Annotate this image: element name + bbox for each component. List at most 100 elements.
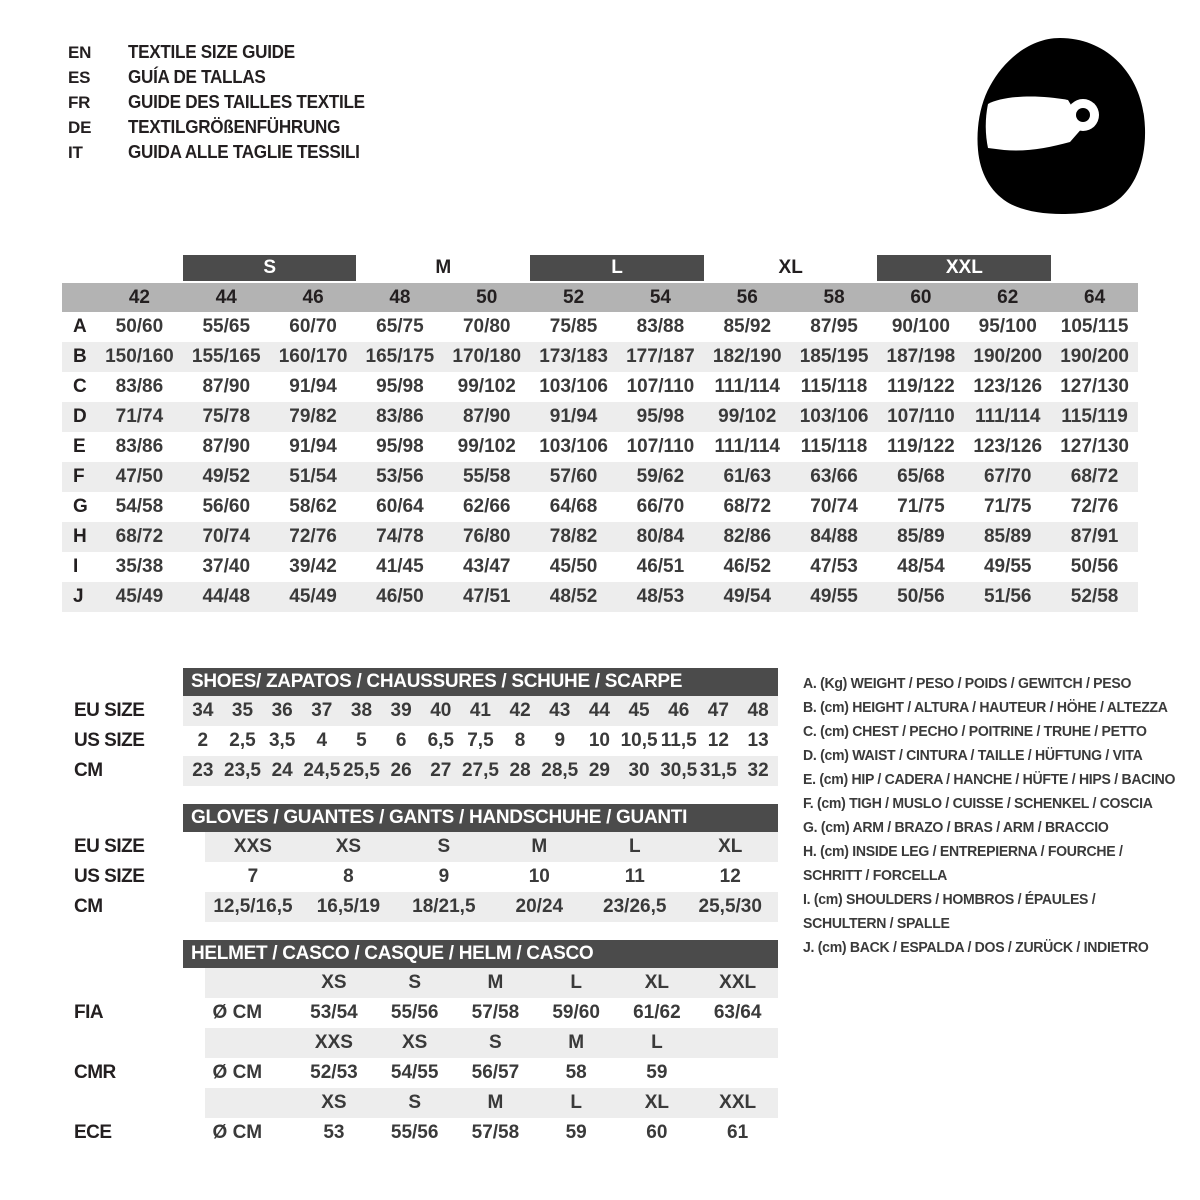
helmet-cell: XXL: [697, 1088, 778, 1118]
measurement-cell: 48/54: [877, 552, 965, 582]
legend-line: H. (cm) INSIDE LEG / ENTREPIERNA / FOURC…: [803, 844, 1123, 860]
helmet-cell: 63/64: [713, 1002, 762, 1023]
helmet-cell: XS: [374, 1028, 456, 1058]
measurement-cell: 46/51: [616, 552, 704, 582]
legend-line: SCHULTERN / SPALLE: [803, 916, 950, 932]
measurement-cell: 127/130: [1051, 432, 1138, 462]
helmet-cell: S: [374, 1088, 456, 1118]
measurement-cell: 85/89: [877, 522, 965, 552]
shoes-cell: 41: [460, 696, 501, 726]
shoes-row: US SIZE 2 2,5 3,5 4 5 6 6,5 7,5 8 9 10 10,5 11,5 12 13: [68, 726, 778, 756]
gloves-cell: XXS: [205, 832, 301, 862]
measurement-cell: 45/49: [269, 582, 357, 612]
measurement-cell: 85/89: [964, 522, 1052, 552]
gloves-row-label: CM: [68, 892, 206, 922]
helmet-cell: Ø CM: [212, 1062, 263, 1083]
numeric-size-header: 50: [443, 283, 531, 312]
helmet-cell: 53: [323, 1122, 345, 1143]
measurement-cell: 160/170: [269, 342, 357, 372]
measurement-cell: 50/56: [877, 582, 965, 612]
measurement-cell: 103/106: [530, 432, 617, 462]
measurement-row-label: I: [62, 552, 96, 582]
measurement-cell: 115/119: [1051, 402, 1138, 432]
measurement-cell: 60/64: [356, 492, 444, 522]
measurement-cell: 170/180: [443, 342, 531, 372]
measurement-cell: 70/74: [790, 492, 878, 522]
gloves-row-label: EU SIZE: [68, 832, 206, 862]
measurement-cell: 46/52: [703, 552, 791, 582]
measurement-row-label: F: [62, 462, 96, 492]
shoes-cell: 43: [539, 696, 580, 726]
table-row: J 45/49 44/48 45/49 46/50 47/51 48/52 48/53 49/5…: [62, 582, 1138, 612]
helmet-cell: 57/58: [471, 1122, 520, 1143]
shoes-cell: 45: [619, 696, 659, 726]
shoes-cell: 38: [341, 696, 382, 726]
measurement-row-label: B: [62, 342, 96, 372]
legend-line: I. (cm) SHOULDERS / HOMBROS / ÉPAULES /: [803, 892, 1096, 908]
measurement-cell: 44/48: [182, 582, 270, 612]
shoes-cell: 7,5: [467, 730, 494, 751]
measurement-cell: 83/86: [96, 372, 183, 402]
helmet-cell: XXL: [697, 968, 778, 998]
shoes-cell: 10,5: [620, 730, 658, 751]
measurement-cell: 85/92: [703, 312, 791, 342]
shoes-cell: 23,5: [222, 756, 263, 786]
measurement-cell: 71/74: [96, 402, 183, 432]
helmet-cell: [697, 1028, 778, 1058]
measurement-cell: 50/56: [1051, 552, 1138, 582]
size-band-m: M: [356, 253, 531, 283]
measurement-cell: 74/78: [356, 522, 444, 552]
measurement-cell: 68/72: [703, 492, 791, 522]
helmet-row: XS S M L XL XXL: [68, 1088, 778, 1118]
measurement-cell: 119/122: [877, 372, 965, 402]
helmet-cell: Ø CM: [212, 1122, 263, 1143]
gloves-cell: 8: [343, 866, 354, 887]
numeric-size-header: 62: [964, 283, 1052, 312]
shoes-cell: 11,5: [660, 730, 697, 751]
helmet-row: CMR Ø CM 52/53 54/55 56/57 58 59: [68, 1058, 778, 1088]
helmet-cell: 55/56: [390, 1122, 439, 1143]
measurement-cell: 51/56: [964, 582, 1052, 612]
shoes-row-label: EU SIZE: [68, 696, 184, 726]
shoes-cell: 12: [707, 730, 729, 751]
helmet-cell: 61: [727, 1122, 749, 1143]
measurement-row-label: H: [62, 522, 96, 552]
gloves-cell: 11: [624, 866, 645, 887]
measurement-cell: 49/55: [790, 582, 878, 612]
measurement-cell: 47/53: [790, 552, 878, 582]
measurement-cell: 82/86: [703, 522, 791, 552]
shoes-cell: 9: [554, 730, 566, 751]
measurement-cell: 111/114: [703, 372, 791, 402]
numeric-size-header: 52: [530, 283, 617, 312]
measurement-cell: 72/76: [269, 522, 357, 552]
helmet-cell: 59: [565, 1122, 587, 1143]
shoes-cell: 29: [579, 756, 620, 786]
measurement-cell: 90/100: [877, 312, 965, 342]
table-row: B 150/160 155/165 160/170 165/175 170/180 173/…: [62, 342, 1138, 372]
size-band-xxl: XXL: [877, 253, 1052, 283]
title-language-code: IT: [68, 143, 83, 162]
racing-helmet-icon: [952, 30, 1162, 220]
measurement-cell: 62/66: [443, 492, 531, 522]
numeric-size-header-row: 42 44 46 48 50 52 54 56 58 60 62 64: [62, 283, 1138, 312]
numeric-size-header: 64: [1051, 283, 1138, 312]
helmet-cell: XL: [616, 968, 698, 998]
helmet-cell: [204, 1028, 294, 1058]
shoes-cell: 28,5: [539, 756, 580, 786]
gloves-cell: 9: [438, 866, 450, 887]
gloves-row-label: US SIZE: [68, 862, 206, 892]
helmet-cell: 59: [646, 1062, 668, 1083]
helmet-cell: L: [535, 968, 617, 998]
legend-line: E. (cm) HIP / CADERA / HANCHE / HÜFTE / …: [803, 772, 1176, 788]
measurement-cell: 60/70: [269, 312, 357, 342]
measurement-cell: 107/110: [616, 372, 704, 402]
helmet-table-title: HELMET / CASCO / CASQUE / HELM / CASCO: [183, 940, 778, 968]
measurement-cell: 123/126: [964, 372, 1052, 402]
measurement-cell: 107/110: [877, 402, 965, 432]
measurement-cell: 99/102: [703, 402, 791, 432]
helmet-cell: 57/58: [471, 1002, 520, 1023]
helmet-cell: 52/53: [310, 1062, 358, 1083]
shoes-cell: 4: [316, 730, 328, 751]
legend-line: F. (cm) TIGH / MUSLO / CUISSE / SCHENKEL…: [803, 796, 1153, 812]
measurement-cell: 182/190: [703, 342, 791, 372]
